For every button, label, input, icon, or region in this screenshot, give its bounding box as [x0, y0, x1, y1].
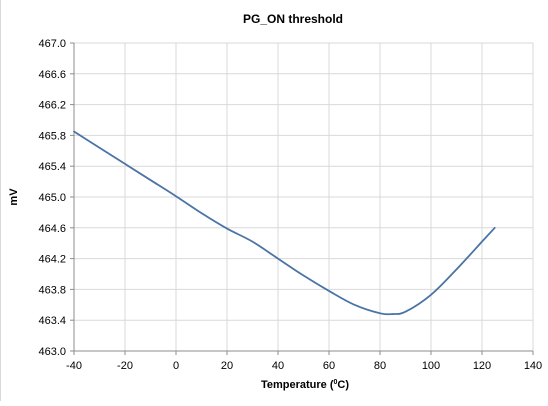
x-axis-unit-superscript: 0: [334, 379, 338, 386]
y-tick-label: 463.0: [38, 346, 66, 358]
x-tick-label: 120: [473, 360, 491, 372]
y-tick-label: 465.4: [38, 161, 66, 173]
y-tick-label: 465.8: [38, 130, 66, 142]
series: [73, 130, 496, 316]
y-tick-label: 463.8: [38, 284, 66, 296]
x-tick-labels: -40 -20 0 20 40 60 80 100 120 140: [66, 360, 542, 372]
x-axis-unit-close: C): [337, 379, 349, 391]
y-tick-label: 465.0: [38, 192, 66, 204]
y-tick-label: 466.2: [38, 100, 66, 112]
axes: [70, 42, 534, 355]
grid: [73, 42, 534, 352]
x-tick-label: -40: [66, 360, 82, 372]
y-tick-label: 464.6: [38, 223, 66, 235]
y-tick-label: 463.4: [38, 315, 66, 327]
y-tick-labels: 463.0 463.4 463.8 464.2 464.6 465.0 465.4 465.8…: [38, 38, 66, 358]
y-tick-label: 464.2: [38, 254, 66, 266]
y-axis-label: mV: [8, 188, 20, 206]
left-border: [0, 0, 1, 401]
x-tick-label: 40: [272, 360, 284, 372]
x-tick-label: 80: [374, 360, 386, 372]
x-tick-label: 140: [524, 360, 542, 372]
x-tick-label: 100: [422, 360, 440, 372]
y-tick-label: 466.6: [38, 69, 66, 81]
x-tick-label: 60: [323, 360, 335, 372]
x-axis-label: Temperature (0C): [261, 379, 349, 391]
y-tick-label: 467.0: [38, 38, 66, 50]
x-axis-label-text: Temperature: [261, 379, 327, 391]
x-axis-unit-open: (: [330, 379, 334, 391]
x-tick-label: -20: [117, 360, 133, 372]
series-line: [73, 130, 496, 316]
chart-title: PG_ON threshold: [243, 12, 343, 26]
x-tick-label: 0: [173, 360, 179, 372]
x-tick-label: 20: [221, 360, 233, 372]
